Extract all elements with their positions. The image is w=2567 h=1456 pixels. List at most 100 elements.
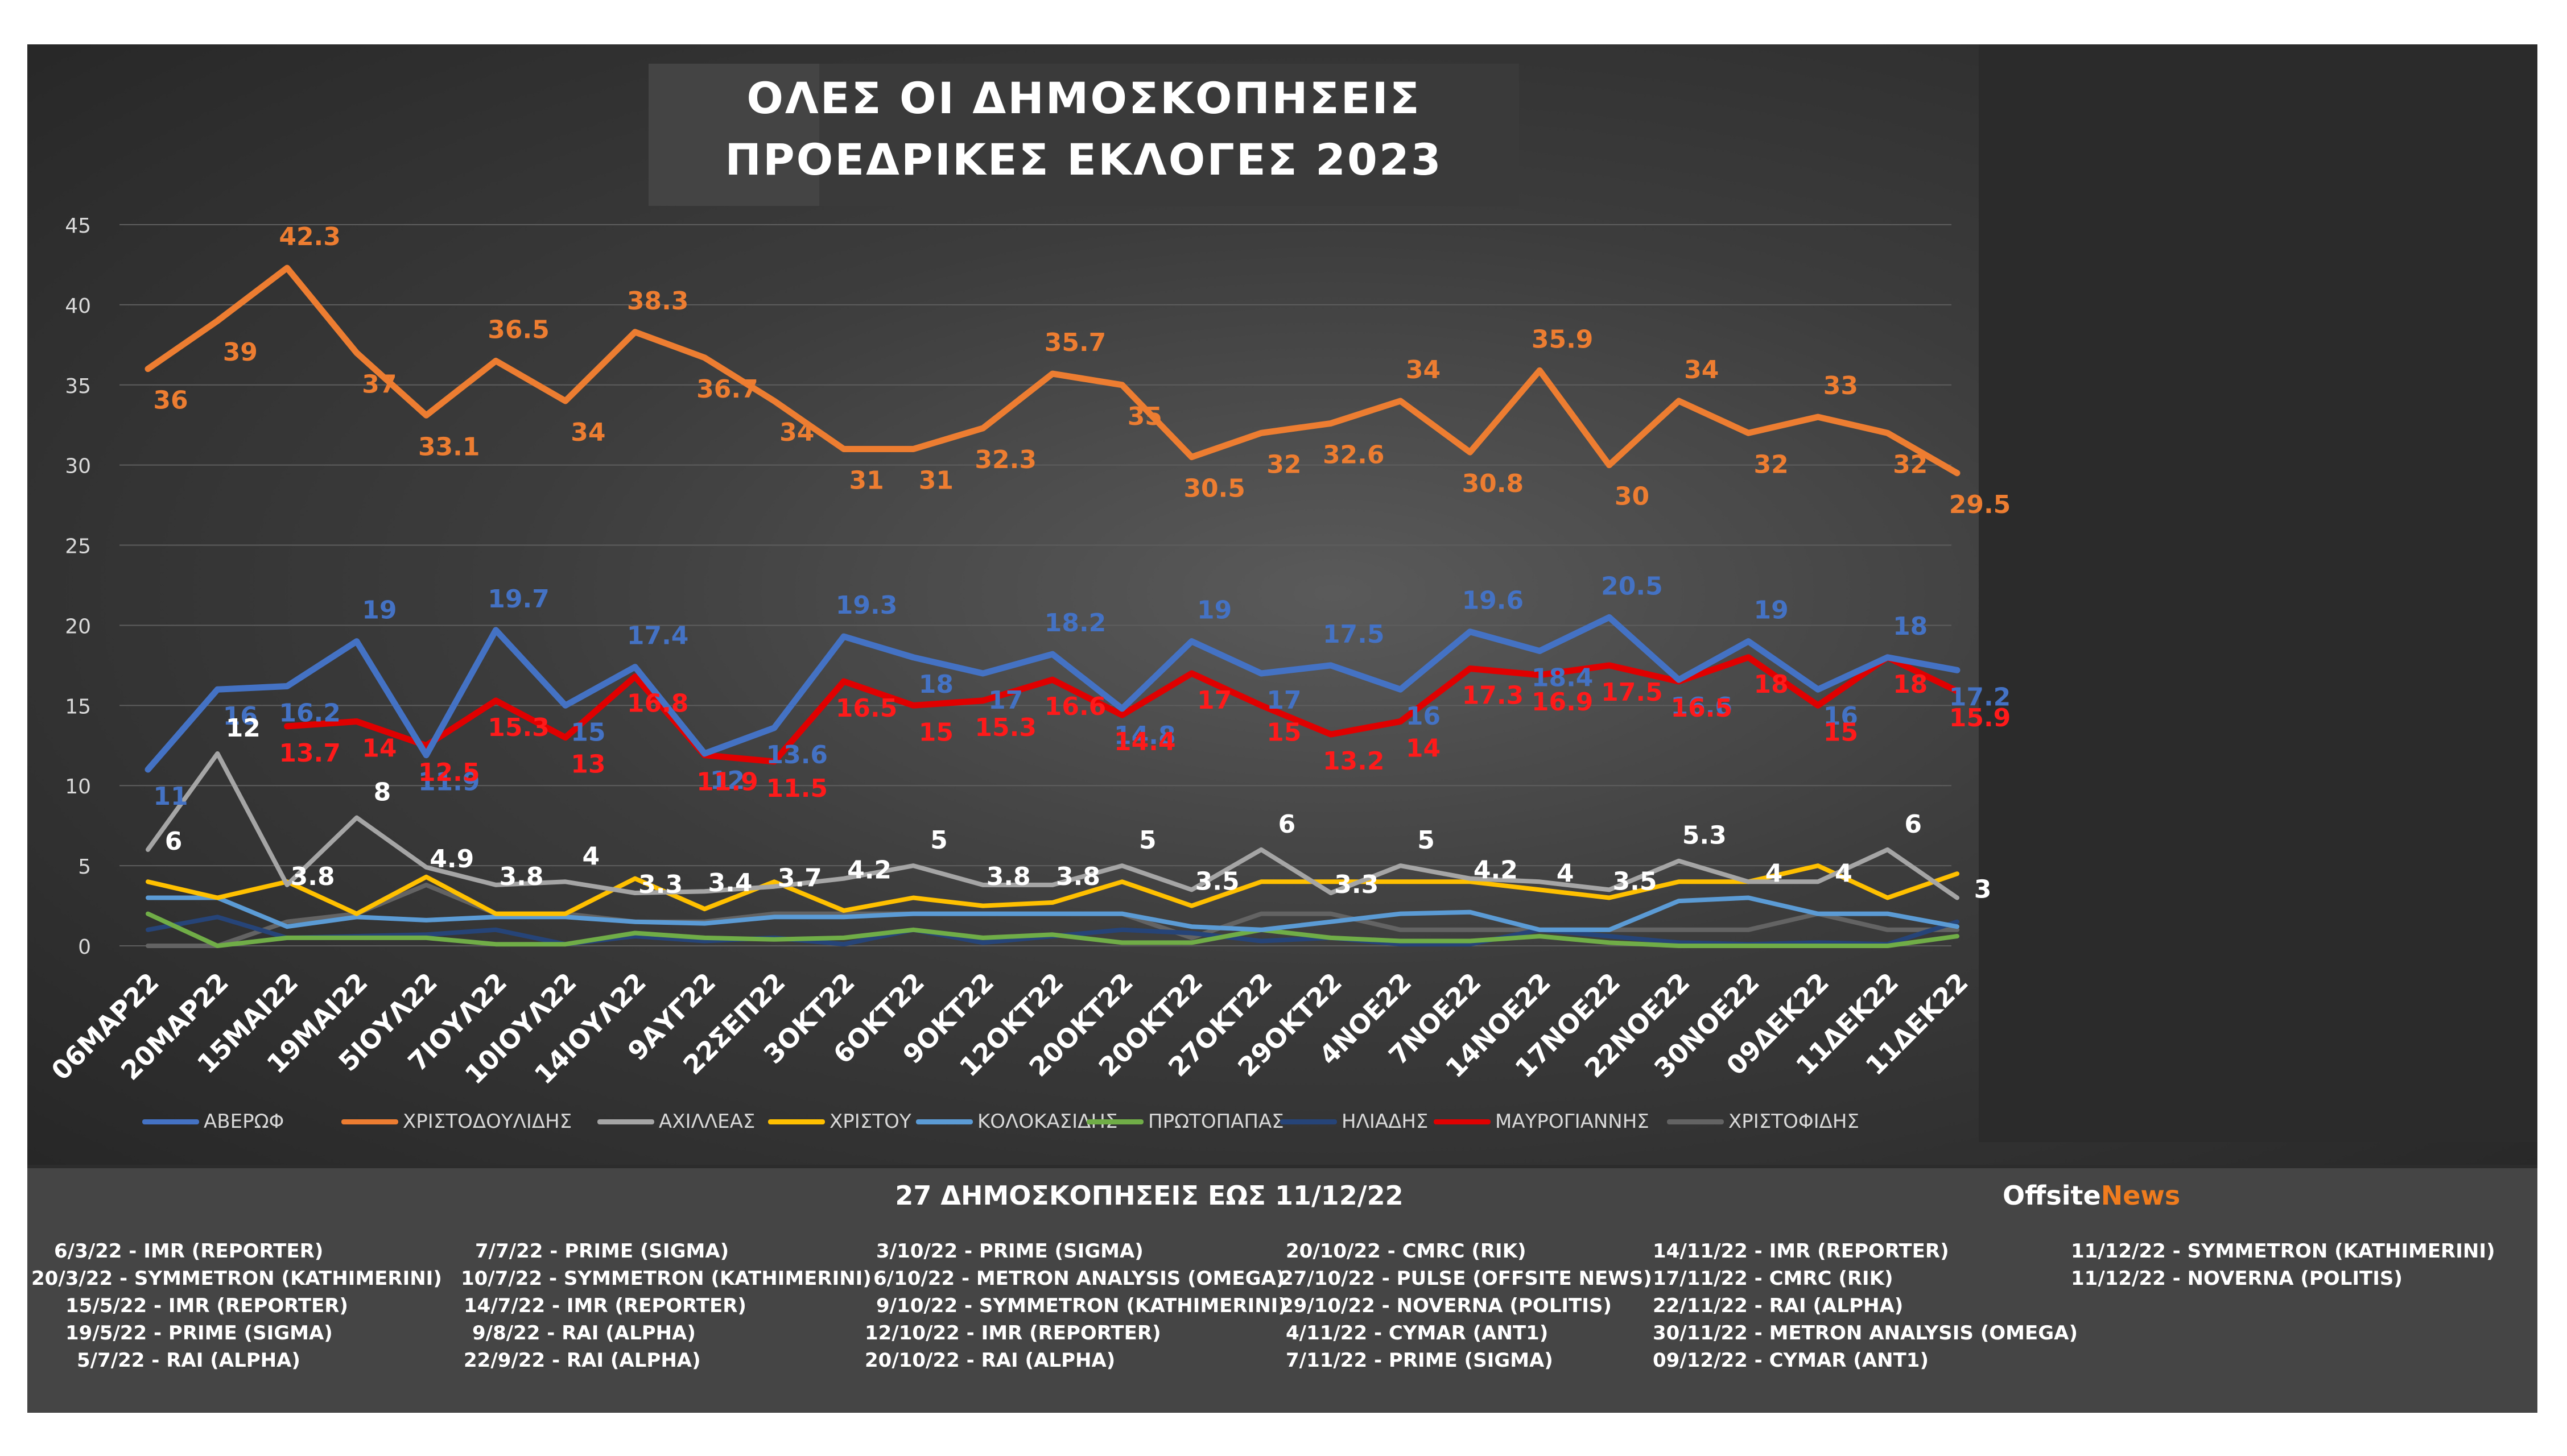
data-label: 3.3 [1334,870,1379,899]
y-tick-label: 0 [78,936,91,959]
legend-label: ΧΡΙΣΤΟΥ [829,1110,911,1133]
data-label: 5 [1139,826,1157,855]
data-label: 37 [362,370,397,399]
poll-source-item: 20/3/22 - SYMMETRON (KATHIMERINI) [31,1267,442,1290]
data-label: 5.3 [1682,821,1727,850]
data-label: 36.5 [488,316,550,345]
poll-source-item: 6/10/22 - METRON ANALYSIS (OMEGA) [873,1267,1285,1290]
poll-source-item: 9/10/22 - SYMMETRON (KATHIMERINI) [876,1294,1287,1317]
data-label: 19.6 [1462,586,1524,615]
legend-item: ΧΡΙΣΤΟΔΟΥΛΙΔΗΣ [341,1110,572,1133]
data-label: 4.2 [847,856,892,885]
legend-swatch [1087,1119,1144,1124]
poll-source-item: 29/10/22 - NOVERNA (POLITIS) [1280,1294,1612,1317]
data-label: 3.7 [778,864,822,893]
chart-panel-right [1979,44,2537,1142]
data-label: 15 [1266,718,1301,747]
data-label: 14.4 [1114,727,1176,756]
data-label: 16.6 [1670,692,1732,721]
data-label: 13.2 [1323,747,1385,776]
data-label: 35 [1128,402,1162,431]
legend-swatch [142,1119,199,1124]
data-label: 15 [571,718,605,747]
y-tick-label: 35 [65,375,91,398]
data-label: 34 [1684,355,1719,384]
data-label: 32.6 [1323,440,1385,469]
legend-item: ΧΡΙΣΤΟΥ [768,1110,911,1133]
poll-source-item: 30/11/22 - METRON ANALYSIS (OMEGA) [1653,1322,2078,1345]
series-line-5 [146,895,1959,932]
data-label: 30 [1615,482,1649,511]
data-label: 19 [1753,596,1788,625]
data-label: 34 [1406,355,1441,384]
y-tick-label: 20 [65,615,91,638]
y-tick-label: 5 [78,855,91,879]
data-label: 16.5 [1670,694,1732,723]
data-label: 13 [571,750,605,779]
legend-item: ΜΑΥΡΟΓΙΑΝΝΗΣ [1434,1110,1649,1133]
legend-swatch [341,1119,398,1124]
legend-label: ΠΡΩΤΟΠΑΠΑΣ [1148,1110,1284,1133]
data-label: 17.5 [1601,678,1663,707]
data-label: 15.9 [1949,704,2011,733]
data-label: 3.8 [987,862,1031,891]
poll-source-item: 15/5/22 - IMR (REPORTER) [65,1294,348,1317]
data-label: 3.8 [1056,862,1100,891]
footer-title: 27 ΔΗΜΟΣΚΟΠΗΣΕΙΣ ΕΩΣ 11/12/22 [895,1180,1404,1211]
data-label: 4.2 [1474,856,1518,885]
legend-item: ΠΡΩΤΟΠΑΠΑΣ [1087,1110,1284,1133]
data-label: 17.3 [1462,681,1524,710]
data-label: 17 [988,686,1023,715]
poll-source-item: 14/11/22 - IMR (REPORTER) [1653,1240,1949,1263]
poll-source-item: 5/7/22 - RAI (ALPHA) [77,1349,300,1372]
data-label: 16 [1406,702,1441,731]
brand-news: News [2100,1180,2181,1211]
poll-source-item: 22/9/22 - RAI (ALPHA) [464,1349,701,1372]
data-label: 19.3 [836,591,898,620]
data-label: 36.7 [696,375,758,404]
poll-source-item: 20/10/22 - RAI (ALPHA) [865,1349,1116,1372]
legend-swatch [1434,1119,1491,1124]
data-label: 18 [919,670,954,699]
data-label: 32.3 [975,445,1037,474]
data-label: 17.5 [1323,620,1385,649]
poll-source-item: 10/7/22 - SYMMETRON (KATHIMERINI) [461,1267,872,1290]
y-tick-label: 15 [65,695,91,718]
data-label: 4 [1557,859,1574,888]
data-label: 31 [849,466,884,495]
chart-title-line2: ΠΡΟΕΔΡΙΚΕΣ ΕΚΛΟΓΕΣ 2023 [725,134,1443,185]
data-label: 3 [1974,875,1992,904]
y-tick-label: 10 [65,775,91,799]
series-line-2 [145,264,1961,477]
series-line-4 [146,863,1959,916]
data-label: 12 [710,766,745,795]
data-label: 3.3 [638,870,683,899]
data-label: 17 [1266,686,1301,715]
poll-source-item: 17/11/22 - CMRC (RIK) [1653,1267,1893,1290]
data-label: 3.4 [708,868,752,897]
legend-label: ΜΑΥΡΟΓΙΑΝΝΗΣ [1495,1110,1649,1133]
data-label: 30.8 [1462,469,1524,498]
data-label: 6 [165,827,183,856]
series-line-1 [145,614,1961,773]
data-label: 19.7 [488,585,550,614]
data-label: 16.8 [627,689,689,718]
data-label: 29.5 [1949,490,2011,519]
data-label: 16.6 [1045,692,1107,721]
data-label: 15.3 [975,713,1037,742]
legend-item: ΑΧΙΛΛΕΑΣ [597,1110,755,1133]
data-label: 11.9 [418,768,480,797]
data-label: 15 [919,718,954,747]
poll-source-item: 20/10/22 - CMRC (RIK) [1286,1240,1526,1263]
poll-source-item: 27/10/22 - PULSE (OFFSITE NEWS) [1280,1267,1652,1290]
y-tick-label: 25 [65,535,91,559]
poll-source-item: 11/12/22 - SYMMETRON (KATHIMERINI) [2071,1240,2495,1263]
data-label: 6 [1278,810,1296,839]
poll-source-item: 9/8/22 - RAI (ALPHA) [472,1322,696,1345]
legend-swatch [916,1119,973,1124]
series-line-6 [146,911,1959,948]
legend-label: ΧΡΙΣΤΟΔΟΥΛΙΔΗΣ [403,1110,572,1133]
poll-source-item: 3/10/22 - PRIME (SIGMA) [876,1240,1144,1263]
data-label: 42.3 [279,222,341,251]
data-label: 36 [153,386,188,415]
